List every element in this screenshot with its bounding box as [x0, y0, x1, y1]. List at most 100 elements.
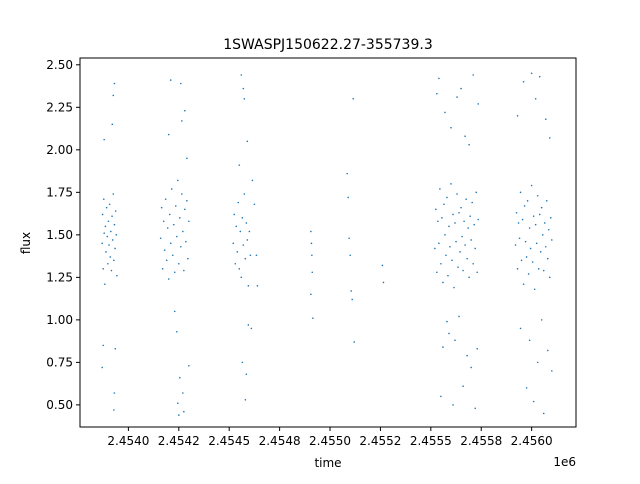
data-point — [540, 319, 543, 321]
x-axis-offset-label: 1e6 — [553, 455, 576, 469]
data-point — [249, 254, 252, 257]
data-point — [186, 157, 188, 160]
data-point — [243, 193, 246, 195]
y-tick-label: 1.00 — [46, 313, 73, 327]
data-point — [108, 203, 111, 206]
data-point — [352, 98, 355, 100]
data-point — [526, 200, 529, 202]
data-point — [551, 370, 553, 372]
y-axis-ticks: 0.50 0.75 1.00 1.25 1.50 1.75 2.00 2.25 2.50 — [46, 58, 80, 412]
data-point — [468, 276, 470, 279]
data-point — [113, 392, 116, 394]
data-point — [247, 324, 250, 326]
data-point — [450, 126, 452, 129]
data-point — [532, 215, 535, 217]
data-point — [551, 239, 553, 241]
data-point — [435, 208, 437, 211]
data-point — [167, 133, 170, 136]
data-point — [234, 262, 237, 265]
data-point — [187, 257, 189, 260]
data-point — [112, 193, 115, 195]
data-point — [110, 269, 113, 272]
data-point — [245, 373, 248, 376]
data-point — [542, 269, 545, 272]
data-point — [166, 227, 169, 229]
y-tick-label: 2.50 — [46, 58, 73, 72]
data-point — [174, 205, 177, 207]
data-point — [550, 217, 552, 219]
data-point — [516, 115, 519, 117]
y-tick-label: 1.75 — [46, 185, 73, 199]
data-point — [244, 257, 247, 260]
data-point — [110, 230, 112, 233]
data-point — [353, 341, 356, 343]
data-point — [247, 285, 250, 287]
data-point — [542, 412, 545, 415]
data-point — [182, 392, 184, 394]
data-point — [539, 251, 542, 253]
data-point — [102, 344, 104, 347]
data-point — [440, 262, 442, 265]
data-point — [186, 200, 188, 202]
y-tick-label: 0.75 — [46, 355, 73, 369]
data-point — [168, 213, 171, 216]
data-point — [456, 96, 458, 98]
data-point — [113, 409, 115, 411]
data-point — [111, 215, 113, 217]
data-point — [467, 227, 469, 229]
data-point — [178, 414, 180, 416]
data-point — [465, 198, 467, 200]
data-point — [455, 240, 457, 243]
data-point — [111, 239, 114, 241]
x-tick-label: 2.4558 — [460, 434, 502, 448]
data-point — [113, 259, 115, 262]
data-point — [462, 385, 464, 387]
data-point — [444, 234, 446, 236]
data-point — [382, 281, 385, 284]
x-axis-label: time — [314, 456, 341, 470]
data-point — [253, 203, 256, 206]
data-point — [524, 240, 527, 243]
data-point — [102, 268, 104, 270]
data-point — [442, 346, 444, 348]
data-point — [248, 230, 251, 233]
data-point — [351, 298, 354, 301]
data-point — [185, 240, 187, 243]
data-point — [173, 310, 176, 313]
data-point — [180, 82, 182, 85]
data-point — [250, 327, 253, 330]
y-axis-label: flux — [19, 232, 33, 254]
data-point — [458, 315, 460, 318]
data-point — [471, 201, 473, 204]
data-point — [167, 278, 170, 280]
data-point — [232, 242, 235, 245]
data-point — [470, 239, 472, 241]
data-point — [545, 200, 548, 202]
data-point — [103, 138, 105, 141]
data-point — [456, 193, 458, 195]
data-point — [517, 222, 520, 224]
data-point — [460, 87, 462, 90]
data-point — [464, 244, 466, 246]
data-point — [101, 242, 103, 245]
data-point — [188, 364, 190, 367]
data-point — [188, 220, 190, 223]
data-point — [178, 262, 180, 265]
data-point — [107, 262, 109, 265]
data-point — [453, 286, 455, 289]
data-point — [544, 245, 547, 248]
data-point — [477, 218, 480, 221]
data-point — [442, 281, 444, 284]
x-tick-label: 2.4540 — [107, 434, 149, 448]
data-point — [246, 140, 249, 143]
y-tick-label: 2.00 — [46, 143, 73, 157]
data-point — [183, 410, 185, 413]
data-point — [527, 273, 530, 275]
data-point — [523, 205, 526, 207]
data-point — [184, 109, 186, 112]
data-point — [466, 257, 468, 260]
data-point — [548, 137, 551, 139]
x-tick-label: 2.4555 — [410, 434, 452, 448]
data-point — [535, 242, 538, 245]
data-point — [463, 220, 465, 223]
